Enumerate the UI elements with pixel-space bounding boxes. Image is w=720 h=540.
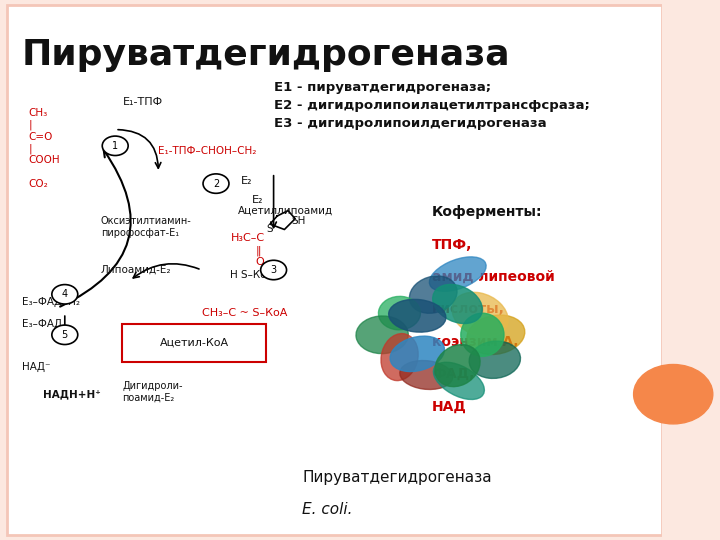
- Ellipse shape: [452, 292, 508, 337]
- Text: CH₃
|
C=O
|
COOH

CO₂: CH₃ | C=O | COOH CO₂: [29, 108, 60, 188]
- Circle shape: [52, 285, 78, 304]
- Text: НАД⁻: НАД⁻: [22, 362, 50, 372]
- Text: Ацетиллипоамид: Ацетиллипоамид: [238, 206, 333, 215]
- Circle shape: [261, 260, 287, 280]
- Text: Пируватдегидрогеназа: Пируватдегидрогеназа: [22, 38, 510, 72]
- Text: O: O: [256, 257, 264, 267]
- Text: 5: 5: [62, 330, 68, 340]
- Text: E₁-ТПФ: E₁-ТПФ: [122, 97, 163, 107]
- Text: Оксиэтилтиамин-
пирофосфат-Е₁: Оксиэтилтиамин- пирофосфат-Е₁: [101, 216, 192, 238]
- Text: 2: 2: [213, 179, 219, 188]
- Text: кислоты,: кислоты,: [432, 302, 505, 316]
- Text: Дигидроли-
поамид-Е₂: Дигидроли- поамид-Е₂: [122, 381, 183, 403]
- Text: коэнзим А,: коэнзим А,: [432, 335, 518, 349]
- Text: НАДН+Н⁺: НАДН+Н⁺: [43, 389, 101, 399]
- Circle shape: [52, 325, 78, 345]
- Ellipse shape: [400, 361, 453, 389]
- FancyBboxPatch shape: [122, 324, 266, 362]
- Ellipse shape: [356, 316, 408, 354]
- Ellipse shape: [379, 296, 420, 330]
- Ellipse shape: [461, 313, 504, 356]
- Ellipse shape: [469, 341, 521, 379]
- Text: Коферменты:: Коферменты:: [432, 205, 542, 219]
- Ellipse shape: [390, 336, 444, 372]
- Text: НАД: НАД: [432, 400, 467, 414]
- Text: Е₂: Е₂: [241, 176, 253, 186]
- FancyArrowPatch shape: [133, 264, 199, 278]
- Text: Липоамид-Е₂: Липоамид-Е₂: [101, 265, 171, 275]
- Text: E₁-ТПФ–СНОН–СН₂: E₁-ТПФ–СНОН–СН₂: [158, 146, 257, 156]
- Text: ‖: ‖: [256, 246, 261, 256]
- Text: Пируватдегидрогеназа: Пируватдегидрогеназа: [302, 470, 492, 485]
- FancyArrowPatch shape: [118, 130, 161, 168]
- Text: ТПФ,: ТПФ,: [432, 238, 472, 252]
- Text: Е₃–ФАД: Е₃–ФАД: [22, 319, 62, 329]
- Ellipse shape: [435, 345, 480, 387]
- Text: S: S: [266, 224, 274, 234]
- Text: O: O: [230, 333, 238, 342]
- Ellipse shape: [433, 362, 485, 400]
- Text: амид липеовой: амид липеовой: [432, 270, 554, 284]
- Text: Ацетил-КоА: Ацетил-КоА: [160, 338, 229, 348]
- Text: CH₃–C ~ S–КоА: CH₃–C ~ S–КоА: [202, 308, 287, 318]
- FancyArrowPatch shape: [62, 316, 68, 341]
- Ellipse shape: [410, 276, 457, 313]
- Ellipse shape: [467, 315, 525, 355]
- Text: E. coli.: E. coli.: [302, 502, 353, 517]
- Text: ‖: ‖: [231, 324, 237, 335]
- Text: H₃C–C: H₃C–C: [230, 233, 264, 242]
- Text: ФАД,: ФАД,: [432, 367, 474, 381]
- Circle shape: [203, 174, 229, 193]
- Text: E1 - пируватдегидрогеназа;
E2 - дигидролипоилацетилтрансфсраза;
E3 - дигидролипо: E1 - пируватдегидрогеназа; E2 - дигидрол…: [274, 81, 590, 130]
- FancyArrowPatch shape: [271, 176, 276, 227]
- Text: 3: 3: [271, 265, 276, 275]
- Text: 1: 1: [112, 141, 118, 151]
- Text: H S–КоА: H S–КоА: [230, 271, 274, 280]
- Text: E₂: E₂: [252, 195, 264, 205]
- Text: SH: SH: [292, 216, 306, 226]
- Ellipse shape: [429, 257, 486, 292]
- FancyArrowPatch shape: [60, 150, 131, 307]
- Ellipse shape: [389, 299, 446, 332]
- Circle shape: [102, 136, 128, 156]
- Ellipse shape: [381, 334, 418, 381]
- Text: Е₃–ФАД•Н₂: Е₃–ФАД•Н₂: [22, 298, 80, 307]
- Text: 4: 4: [62, 289, 68, 299]
- Ellipse shape: [433, 285, 482, 323]
